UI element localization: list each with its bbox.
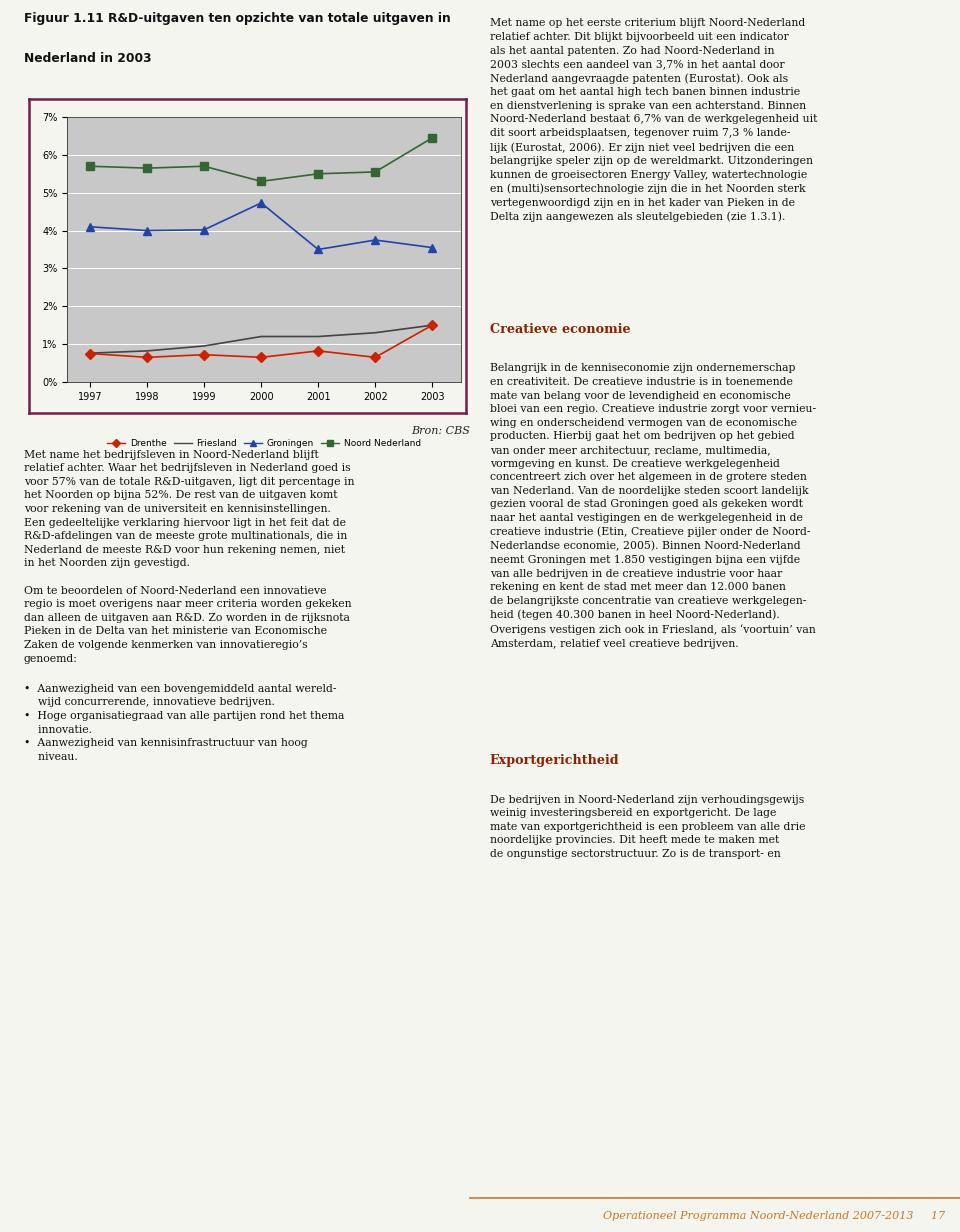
Groningen xyxy=(84,219,96,234)
Text: Exportgerichtheid: Exportgerichtheid xyxy=(490,754,619,768)
Noord Nederland xyxy=(312,166,324,181)
Noord Nederland xyxy=(84,159,96,174)
Drenthe xyxy=(370,350,381,365)
Friesland xyxy=(141,344,153,359)
Line: Noord Nederland: Noord Nederland xyxy=(85,134,437,186)
Drenthe xyxy=(84,346,96,361)
Groningen xyxy=(426,240,438,255)
Text: •  Aanwezigheid van een bovengemiddeld aantal wereld-
    wijd concurrerende, in: • Aanwezigheid van een bovengemiddeld aa… xyxy=(24,684,345,761)
Friesland xyxy=(312,329,324,344)
Groningen xyxy=(255,196,267,211)
Friesland xyxy=(199,339,210,354)
Text: Nederland in 2003: Nederland in 2003 xyxy=(24,52,152,64)
Friesland xyxy=(255,329,267,344)
Drenthe xyxy=(255,350,267,365)
Text: Creatieve economie: Creatieve economie xyxy=(490,323,630,336)
Groningen xyxy=(141,223,153,238)
Line: Drenthe: Drenthe xyxy=(86,322,436,361)
Drenthe xyxy=(426,318,438,333)
Text: Bron: CBS: Bron: CBS xyxy=(412,425,470,436)
Noord Nederland xyxy=(426,131,438,145)
Text: Met name op het eerste criterium blijft Noord-Nederland
relatief achter. Dit bli: Met name op het eerste criterium blijft … xyxy=(490,18,817,222)
Noord Nederland xyxy=(199,159,210,174)
Friesland xyxy=(84,346,96,361)
Legend: Drenthe, Friesland, Groningen, Noord Nederland: Drenthe, Friesland, Groningen, Noord Ned… xyxy=(104,435,424,452)
Noord Nederland xyxy=(141,160,153,175)
Groningen xyxy=(370,233,381,248)
Line: Friesland: Friesland xyxy=(90,325,432,354)
Line: Groningen: Groningen xyxy=(85,198,437,254)
Friesland xyxy=(426,318,438,333)
Groningen xyxy=(199,223,210,238)
Groningen xyxy=(312,241,324,257)
Noord Nederland xyxy=(370,165,381,180)
Friesland xyxy=(370,325,381,340)
Drenthe xyxy=(199,347,210,362)
Text: Figuur 1.11 R&D-uitgaven ten opzichte van totale uitgaven in: Figuur 1.11 R&D-uitgaven ten opzichte va… xyxy=(24,12,451,26)
Text: Operationeel Programma Noord-Nederland 2007-2013     17: Operationeel Programma Noord-Nederland 2… xyxy=(603,1211,946,1221)
Drenthe xyxy=(312,344,324,359)
Drenthe xyxy=(141,350,153,365)
Noord Nederland xyxy=(255,174,267,188)
Text: Belangrijk in de kenniseconomie zijn ondernemerschap
en creativiteit. De creatie: Belangrijk in de kenniseconomie zijn ond… xyxy=(490,363,816,649)
Text: De bedrijven in Noord-Nederland zijn verhoudingsgewijs
weinig investeringsbereid: De bedrijven in Noord-Nederland zijn ver… xyxy=(490,795,805,859)
Text: Met name het bedrijfsleven in Noord-Nederland blijft
relatief achter. Waar het b: Met name het bedrijfsleven in Noord-Nede… xyxy=(24,450,354,664)
